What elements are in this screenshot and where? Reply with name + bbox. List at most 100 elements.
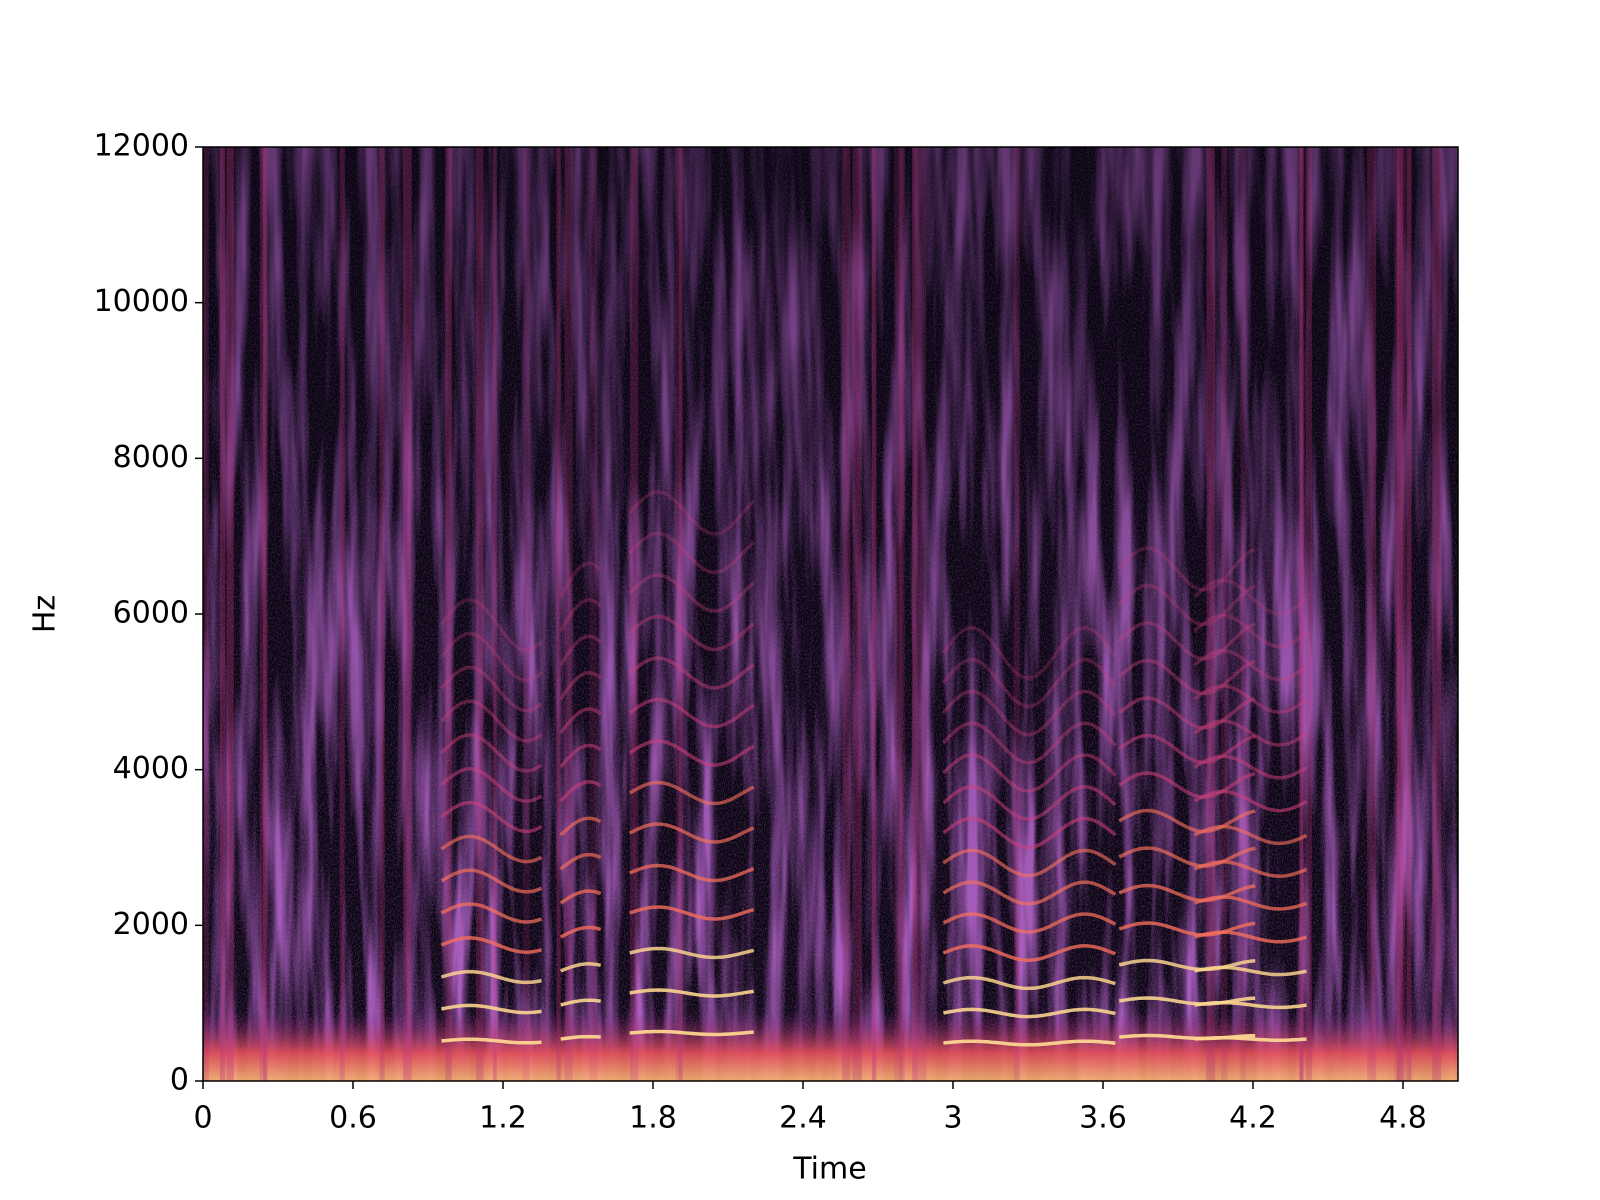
harmonic [629, 946, 755, 960]
x-tick-label: 1.2 [479, 1101, 527, 1136]
harmonic [1193, 684, 1308, 714]
harmonic [559, 780, 602, 803]
harmonic [942, 816, 1117, 850]
streak [1367, 147, 1377, 1081]
harmonic [943, 1007, 1116, 1019]
streak [858, 147, 862, 1081]
streak [203, 147, 209, 1081]
harmonic [1193, 789, 1308, 813]
harmonic [440, 868, 543, 894]
y-tick-label: 12000 [94, 129, 189, 164]
harmonic [942, 785, 1117, 821]
streak [226, 147, 234, 1081]
harmonic [1194, 1000, 1307, 1010]
harmonic [559, 670, 602, 700]
harmonic [941, 626, 1117, 680]
streak [379, 147, 385, 1081]
streak [898, 147, 905, 1081]
x-tick-label: 2.4 [779, 1101, 827, 1136]
streak [1013, 147, 1020, 1081]
harmonic [942, 944, 1117, 962]
harmonic [559, 634, 602, 666]
streak [842, 147, 851, 1081]
x-tick-label: 0 [193, 1101, 212, 1136]
y-tick-label: 6000 [113, 596, 189, 631]
harmonic [440, 800, 543, 834]
streak [523, 147, 530, 1081]
harmonic [440, 665, 543, 713]
harmonic [440, 699, 543, 743]
harmonic [1194, 1036, 1307, 1042]
harmonic [1118, 771, 1256, 799]
streak [445, 147, 452, 1081]
harmonic [1118, 958, 1256, 972]
harmonic [628, 822, 755, 844]
harmonic [560, 962, 602, 973]
harmonic [439, 598, 543, 652]
x-tick-label: 4.8 [1379, 1101, 1427, 1136]
streak [894, 147, 903, 1081]
harmonic [440, 902, 543, 924]
harmonic [441, 1037, 542, 1045]
harmonic [559, 598, 602, 632]
harmonic [440, 631, 543, 683]
streak [630, 147, 639, 1081]
harmonic [559, 816, 602, 837]
harmonic [628, 656, 755, 690]
harmonic [1194, 930, 1307, 944]
harmonic [1193, 754, 1308, 780]
y-tick-label: 10000 [94, 284, 189, 319]
harmonic [628, 780, 755, 806]
harmonic [559, 743, 602, 769]
harmonic [629, 1029, 754, 1037]
harmonic [942, 753, 1117, 793]
y-tick-label: 8000 [113, 440, 189, 475]
harmonic [628, 573, 755, 613]
harmonic [942, 975, 1116, 991]
streak [1240, 147, 1246, 1081]
streak [402, 147, 412, 1081]
harmonic [1118, 921, 1256, 937]
harmonic [629, 905, 755, 921]
streak [564, 147, 573, 1081]
harmonic [942, 848, 1117, 878]
harmonic [440, 733, 543, 773]
harmonic [942, 912, 1117, 934]
streak [871, 147, 877, 1081]
harmonic [441, 1003, 542, 1015]
streak [852, 147, 859, 1081]
harmonic [1118, 883, 1256, 903]
harmonic [559, 852, 602, 871]
harmonic [629, 988, 754, 998]
harmonic [440, 767, 543, 803]
harmonic [559, 561, 602, 598]
harmonic [560, 998, 601, 1007]
harmonic [1118, 658, 1256, 696]
streak [917, 147, 926, 1081]
streak [493, 147, 497, 1081]
y-axis-label: Hz [28, 595, 63, 633]
harmonic [1193, 613, 1308, 649]
harmonic [1118, 846, 1256, 868]
harmonic [628, 697, 755, 729]
harmonic [440, 834, 543, 864]
harmonic [1193, 719, 1308, 747]
streak [589, 147, 598, 1081]
streak [1394, 147, 1400, 1081]
harmonic [1193, 895, 1308, 911]
harmonic [560, 1034, 601, 1041]
harmonic [628, 739, 755, 767]
streak [1306, 147, 1312, 1081]
harmonic [440, 969, 542, 985]
x-tick-label: 3 [943, 1101, 962, 1136]
harmonic [628, 614, 755, 652]
harmonic [942, 657, 1117, 709]
harmonic [1193, 860, 1308, 878]
harmonic [1118, 996, 1256, 1006]
harmonic [559, 925, 602, 939]
y-tick-label: 2000 [113, 907, 189, 942]
streak [675, 147, 682, 1081]
harmonic [1117, 583, 1256, 627]
harmonic [440, 936, 542, 954]
